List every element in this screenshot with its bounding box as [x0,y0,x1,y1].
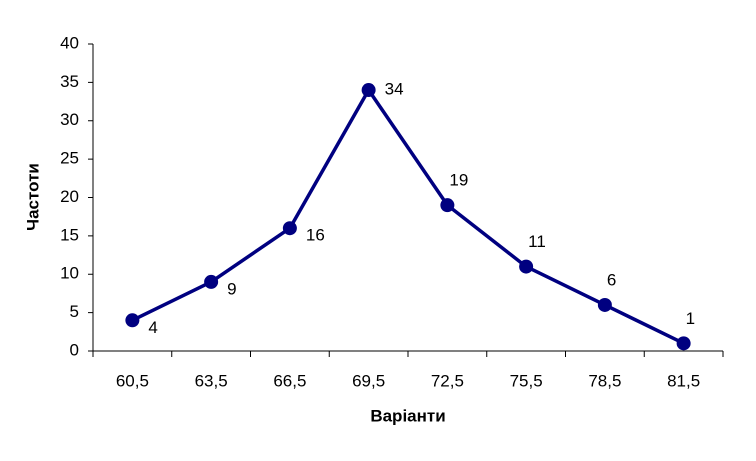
y-tick-label: 10 [60,264,79,283]
marker [204,274,219,289]
data-label: 6 [607,270,616,289]
y-tick-label: 20 [60,187,79,206]
y-tick-label: 15 [60,225,79,244]
data-label: 19 [449,171,468,190]
y-axis-title: Частоти [23,163,42,231]
marker [597,297,612,312]
data-label: 16 [306,226,325,245]
marker [440,198,455,213]
data-label: 9 [227,279,236,298]
x-tick-label: 75,5 [510,371,543,390]
y-tick-label: 0 [70,340,79,359]
y-tick-label: 35 [60,72,79,91]
marker [361,83,376,98]
y-tick-label: 25 [60,149,79,168]
y-tick-label: 30 [60,110,79,129]
data-label: 1 [686,309,695,328]
line [131,88,685,345]
data-label: 34 [385,80,404,99]
x-tick-label: 66,5 [273,371,306,390]
marker [282,221,297,236]
x-axis-title: Варіанти [370,406,445,425]
x-tick-label: 69,5 [352,371,385,390]
data-label: 4 [148,318,157,337]
x-tick-label: 72,5 [431,371,464,390]
y-tick-label: 5 [70,302,79,321]
x-tick-label: 81,5 [667,371,700,390]
y-tick-label: 40 [60,33,79,52]
marker [519,259,534,274]
marker [676,336,691,351]
data-label: 11 [528,232,546,251]
x-tick-label: 60,5 [116,371,149,390]
marker [125,313,140,328]
x-tick-label: 78,5 [588,371,621,390]
x-tick-label: 63,5 [195,371,228,390]
